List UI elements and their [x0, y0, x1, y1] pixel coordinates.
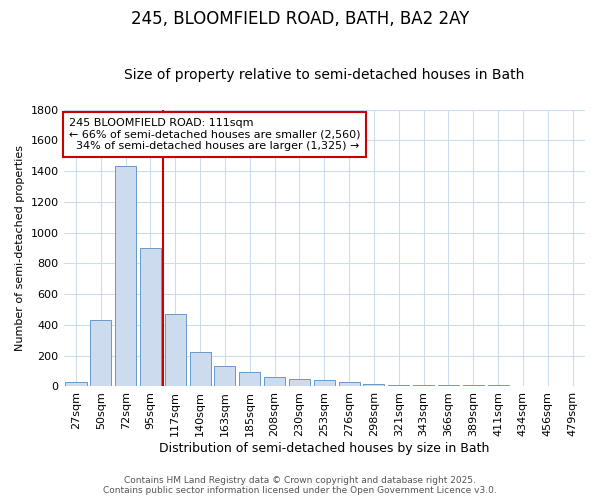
Bar — [239, 372, 260, 386]
Bar — [463, 385, 484, 386]
Bar — [388, 384, 409, 386]
X-axis label: Distribution of semi-detached houses by size in Bath: Distribution of semi-detached houses by … — [159, 442, 490, 455]
Bar — [289, 379, 310, 386]
Bar — [364, 384, 385, 386]
Text: Contains HM Land Registry data © Crown copyright and database right 2025.
Contai: Contains HM Land Registry data © Crown c… — [103, 476, 497, 495]
Bar — [115, 166, 136, 386]
Bar — [338, 382, 359, 386]
Bar — [314, 380, 335, 386]
Bar — [438, 385, 459, 386]
Bar — [214, 366, 235, 386]
Bar — [264, 377, 285, 386]
Title: Size of property relative to semi-detached houses in Bath: Size of property relative to semi-detach… — [124, 68, 524, 82]
Bar — [90, 320, 112, 386]
Text: 245 BLOOMFIELD ROAD: 111sqm
← 66% of semi-detached houses are smaller (2,560)
  : 245 BLOOMFIELD ROAD: 111sqm ← 66% of sem… — [69, 118, 360, 151]
Y-axis label: Number of semi-detached properties: Number of semi-detached properties — [15, 145, 25, 351]
Bar — [65, 382, 86, 386]
Bar — [413, 385, 434, 386]
Bar — [165, 314, 186, 386]
Bar — [190, 352, 211, 386]
Bar — [140, 248, 161, 386]
Text: 245, BLOOMFIELD ROAD, BATH, BA2 2AY: 245, BLOOMFIELD ROAD, BATH, BA2 2AY — [131, 10, 469, 28]
